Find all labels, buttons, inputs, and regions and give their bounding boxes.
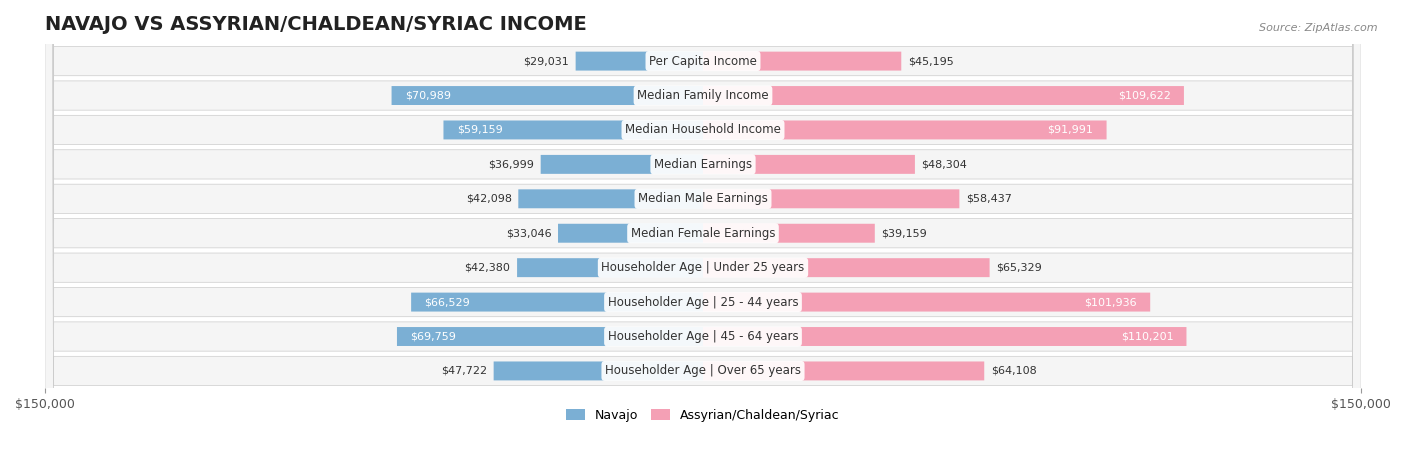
FancyBboxPatch shape <box>703 258 990 277</box>
Text: Householder Age | Over 65 years: Householder Age | Over 65 years <box>605 364 801 377</box>
Text: $109,622: $109,622 <box>1118 91 1171 100</box>
FancyBboxPatch shape <box>517 258 703 277</box>
Text: $42,098: $42,098 <box>465 194 512 204</box>
FancyBboxPatch shape <box>45 0 1361 467</box>
FancyBboxPatch shape <box>703 155 915 174</box>
Text: $69,759: $69,759 <box>411 332 456 341</box>
FancyBboxPatch shape <box>519 189 703 208</box>
FancyBboxPatch shape <box>703 120 1107 140</box>
Text: $64,108: $64,108 <box>991 366 1036 376</box>
FancyBboxPatch shape <box>703 361 984 381</box>
FancyBboxPatch shape <box>558 224 703 243</box>
FancyBboxPatch shape <box>443 120 703 140</box>
Text: $59,159: $59,159 <box>457 125 502 135</box>
Text: Median Male Earnings: Median Male Earnings <box>638 192 768 205</box>
FancyBboxPatch shape <box>391 86 703 105</box>
FancyBboxPatch shape <box>411 293 703 311</box>
FancyBboxPatch shape <box>45 0 1361 467</box>
FancyBboxPatch shape <box>45 0 1361 467</box>
Legend: Navajo, Assyrian/Chaldean/Syriac: Navajo, Assyrian/Chaldean/Syriac <box>561 403 845 427</box>
Text: Median Family Income: Median Family Income <box>637 89 769 102</box>
Text: $39,159: $39,159 <box>882 228 927 238</box>
Text: NAVAJO VS ASSYRIAN/CHALDEAN/SYRIAC INCOME: NAVAJO VS ASSYRIAN/CHALDEAN/SYRIAC INCOM… <box>45 15 586 34</box>
FancyBboxPatch shape <box>494 361 703 381</box>
FancyBboxPatch shape <box>703 86 1184 105</box>
Text: $42,380: $42,380 <box>464 262 510 273</box>
FancyBboxPatch shape <box>45 0 1361 467</box>
FancyBboxPatch shape <box>703 293 1150 311</box>
Text: Median Earnings: Median Earnings <box>654 158 752 171</box>
FancyBboxPatch shape <box>45 0 1361 467</box>
Text: $29,031: $29,031 <box>523 56 569 66</box>
Text: $91,991: $91,991 <box>1047 125 1094 135</box>
FancyBboxPatch shape <box>541 155 703 174</box>
Text: $65,329: $65,329 <box>997 262 1042 273</box>
FancyBboxPatch shape <box>45 0 1361 467</box>
FancyBboxPatch shape <box>703 52 901 71</box>
Text: Householder Age | Under 25 years: Householder Age | Under 25 years <box>602 261 804 274</box>
FancyBboxPatch shape <box>45 0 1361 467</box>
Text: Median Household Income: Median Household Income <box>626 123 780 136</box>
FancyBboxPatch shape <box>703 189 959 208</box>
Text: $48,304: $48,304 <box>921 159 967 170</box>
Text: Source: ZipAtlas.com: Source: ZipAtlas.com <box>1260 23 1378 33</box>
Text: $58,437: $58,437 <box>966 194 1012 204</box>
Text: $45,195: $45,195 <box>908 56 953 66</box>
FancyBboxPatch shape <box>575 52 703 71</box>
Text: $47,722: $47,722 <box>441 366 486 376</box>
Text: Householder Age | 25 - 44 years: Householder Age | 25 - 44 years <box>607 296 799 309</box>
FancyBboxPatch shape <box>703 224 875 243</box>
Text: Per Capita Income: Per Capita Income <box>650 55 756 68</box>
FancyBboxPatch shape <box>703 327 1187 346</box>
Text: Median Female Earnings: Median Female Earnings <box>631 227 775 240</box>
FancyBboxPatch shape <box>45 0 1361 467</box>
FancyBboxPatch shape <box>45 0 1361 467</box>
Text: $66,529: $66,529 <box>425 297 470 307</box>
Text: $36,999: $36,999 <box>488 159 534 170</box>
Text: $110,201: $110,201 <box>1121 332 1173 341</box>
Text: $33,046: $33,046 <box>506 228 551 238</box>
Text: $101,936: $101,936 <box>1084 297 1137 307</box>
FancyBboxPatch shape <box>396 327 703 346</box>
FancyBboxPatch shape <box>45 0 1361 467</box>
Text: $70,989: $70,989 <box>405 91 451 100</box>
Text: Householder Age | 45 - 64 years: Householder Age | 45 - 64 years <box>607 330 799 343</box>
